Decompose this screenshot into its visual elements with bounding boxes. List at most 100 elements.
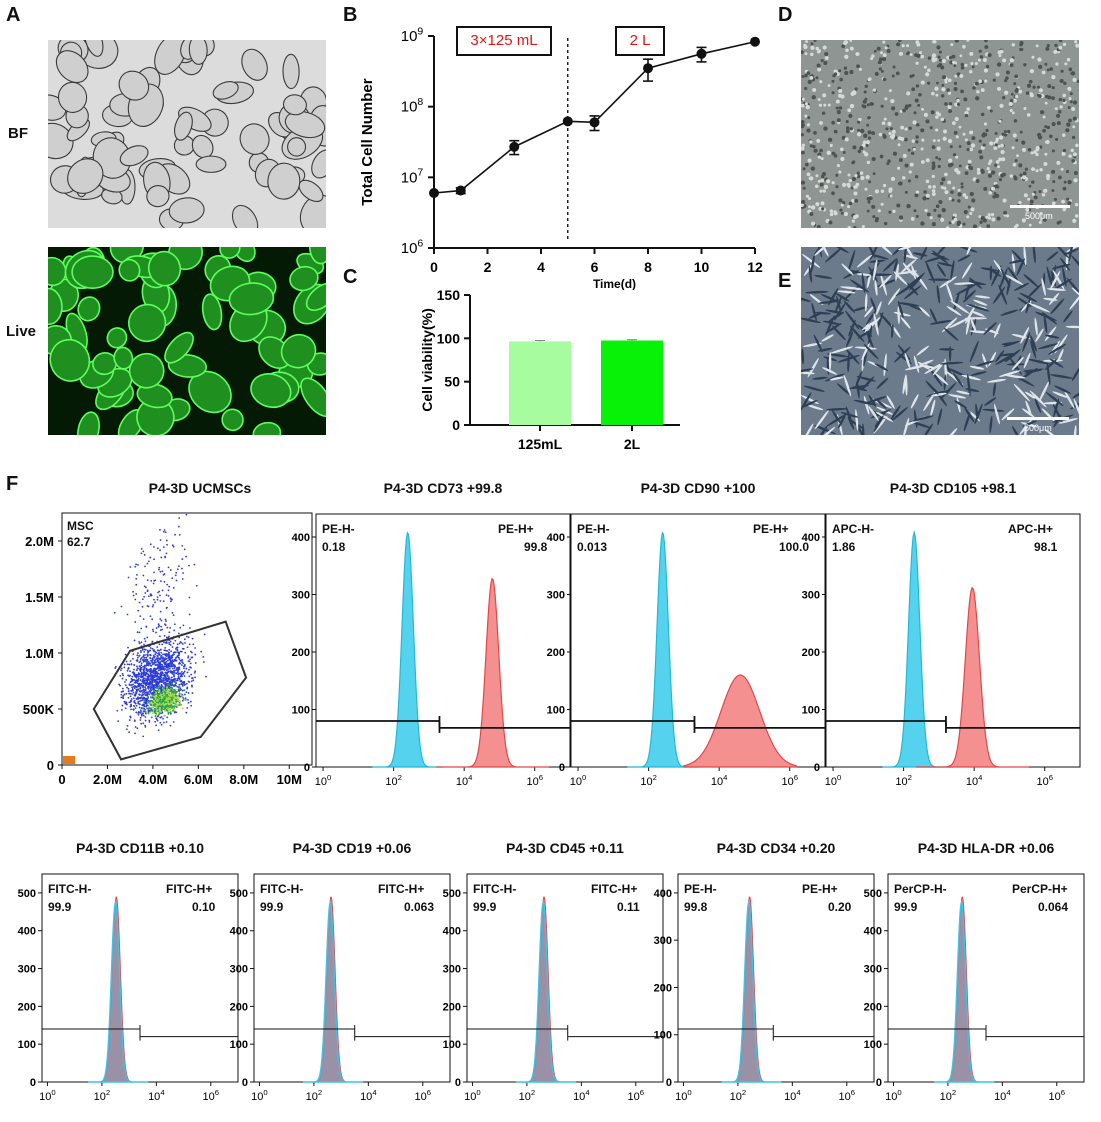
cell-dot: [871, 204, 876, 209]
scatter-point: [180, 650, 183, 653]
spindle-cell: [875, 301, 882, 316]
scatter-dense-point: [170, 694, 173, 697]
organoid-outline: [55, 50, 89, 84]
cell-dot: [923, 112, 928, 117]
cell-dot: [962, 44, 966, 49]
scatter-dense-point: [155, 706, 158, 709]
cell-dot: [845, 129, 850, 134]
spindle-cell: [895, 283, 916, 297]
spindle-cell: [1073, 398, 1079, 421]
cell-dot: [1035, 44, 1039, 48]
spindle-cell: [865, 310, 877, 326]
scatter-dense-point: [183, 689, 186, 692]
scatter-dense-point: [165, 699, 168, 702]
cell-dot: [931, 57, 935, 61]
scatter-point: [123, 663, 126, 666]
scatter-point: [174, 651, 177, 654]
scatter-point: [156, 677, 158, 680]
cell-dot: [925, 119, 930, 124]
scatter-point: [154, 720, 157, 723]
spindle-cell: [963, 411, 971, 432]
scatter-point: [161, 685, 163, 688]
cell-dot: [982, 132, 986, 136]
cell-dot: [952, 153, 957, 157]
scatter-point: [169, 724, 172, 727]
scatter-point: [149, 674, 152, 676]
cell-dot: [835, 185, 839, 189]
scatter-dense-point: [150, 694, 153, 697]
scatter-dense-corner: [63, 756, 75, 764]
scatter-point: [143, 595, 146, 598]
cell-dot: [906, 44, 910, 48]
cell-dot: [909, 53, 913, 56]
spindle-cell: [931, 392, 947, 397]
cell-dot: [1024, 167, 1029, 171]
scatter-point: [130, 704, 133, 707]
scatter-point: [176, 666, 178, 669]
histogram-x-tick-label: 100: [675, 1088, 692, 1103]
scatter-point: [166, 606, 168, 609]
scatter-point: [133, 687, 136, 690]
cell-dot: [888, 89, 892, 93]
spindle-cell: [818, 300, 837, 304]
histogram-y-tick-label: 100: [230, 1039, 248, 1051]
scatter-point: [163, 669, 166, 671]
scatter-point: [160, 651, 163, 654]
scatter-point: [178, 517, 181, 519]
cell-dot: [947, 105, 952, 110]
scatter-point: [189, 627, 191, 629]
spindle-cell: [973, 299, 988, 306]
scatter-point: [142, 710, 145, 713]
scatter-point: [156, 596, 159, 599]
histogram-y-tick-label: 0: [242, 1077, 248, 1089]
cell-dot: [1025, 91, 1030, 95]
scatter-point: [144, 719, 147, 722]
scatter-point: [143, 553, 146, 556]
scatter-point: [163, 662, 166, 665]
histogram-y-tick-label: 500: [443, 888, 461, 900]
cell-dot: [811, 221, 816, 226]
scatter-point: [182, 665, 185, 668]
cell-dot: [996, 216, 1001, 221]
spindle-cell: [822, 320, 842, 326]
cell-dot: [1049, 134, 1053, 139]
scatter-point: [120, 605, 123, 608]
negative-gate-name-cd90: PE-H-: [577, 522, 610, 536]
cell-dot: [1067, 106, 1071, 110]
cell-dot: [1066, 197, 1070, 201]
scatter-point: [139, 686, 142, 689]
cell-dot: [990, 212, 995, 217]
cell-dot: [1061, 199, 1066, 204]
scatter-point: [143, 677, 145, 680]
scatter-dense-point: [157, 713, 160, 716]
scatter-point: [141, 697, 144, 700]
spindle-cells-image: [801, 247, 1079, 435]
scatter-point: [189, 658, 192, 661]
scatter-point: [142, 574, 145, 577]
scatter-point: [167, 653, 169, 656]
cell-dot: [1061, 151, 1066, 156]
spindle-cell: [989, 415, 993, 434]
scatter-point: [152, 604, 155, 606]
scatter-point: [163, 634, 166, 637]
cell-dot: [827, 103, 831, 107]
cell-dot: [978, 79, 983, 84]
cell-dot: [915, 84, 920, 88]
scatter-point: [156, 547, 159, 550]
spindle-cell: [1044, 326, 1057, 342]
live-organoid: [128, 303, 167, 343]
culture-volume-box-1: 3×125 mL: [456, 26, 552, 56]
spindle-cell: [966, 247, 974, 255]
scatter-point: [181, 675, 183, 678]
scatter-point: [130, 663, 133, 666]
cell-dot: [940, 217, 945, 222]
scatter-point: [171, 646, 174, 648]
cell-dot: [817, 179, 821, 183]
cell-dot: [1019, 173, 1023, 177]
cell-dot: [1026, 83, 1032, 88]
cell-dot: [868, 180, 872, 184]
scatter-point: [167, 651, 170, 654]
cell-dot: [987, 170, 991, 174]
spindle-cell: [828, 351, 832, 371]
scatter-point: [148, 670, 151, 673]
